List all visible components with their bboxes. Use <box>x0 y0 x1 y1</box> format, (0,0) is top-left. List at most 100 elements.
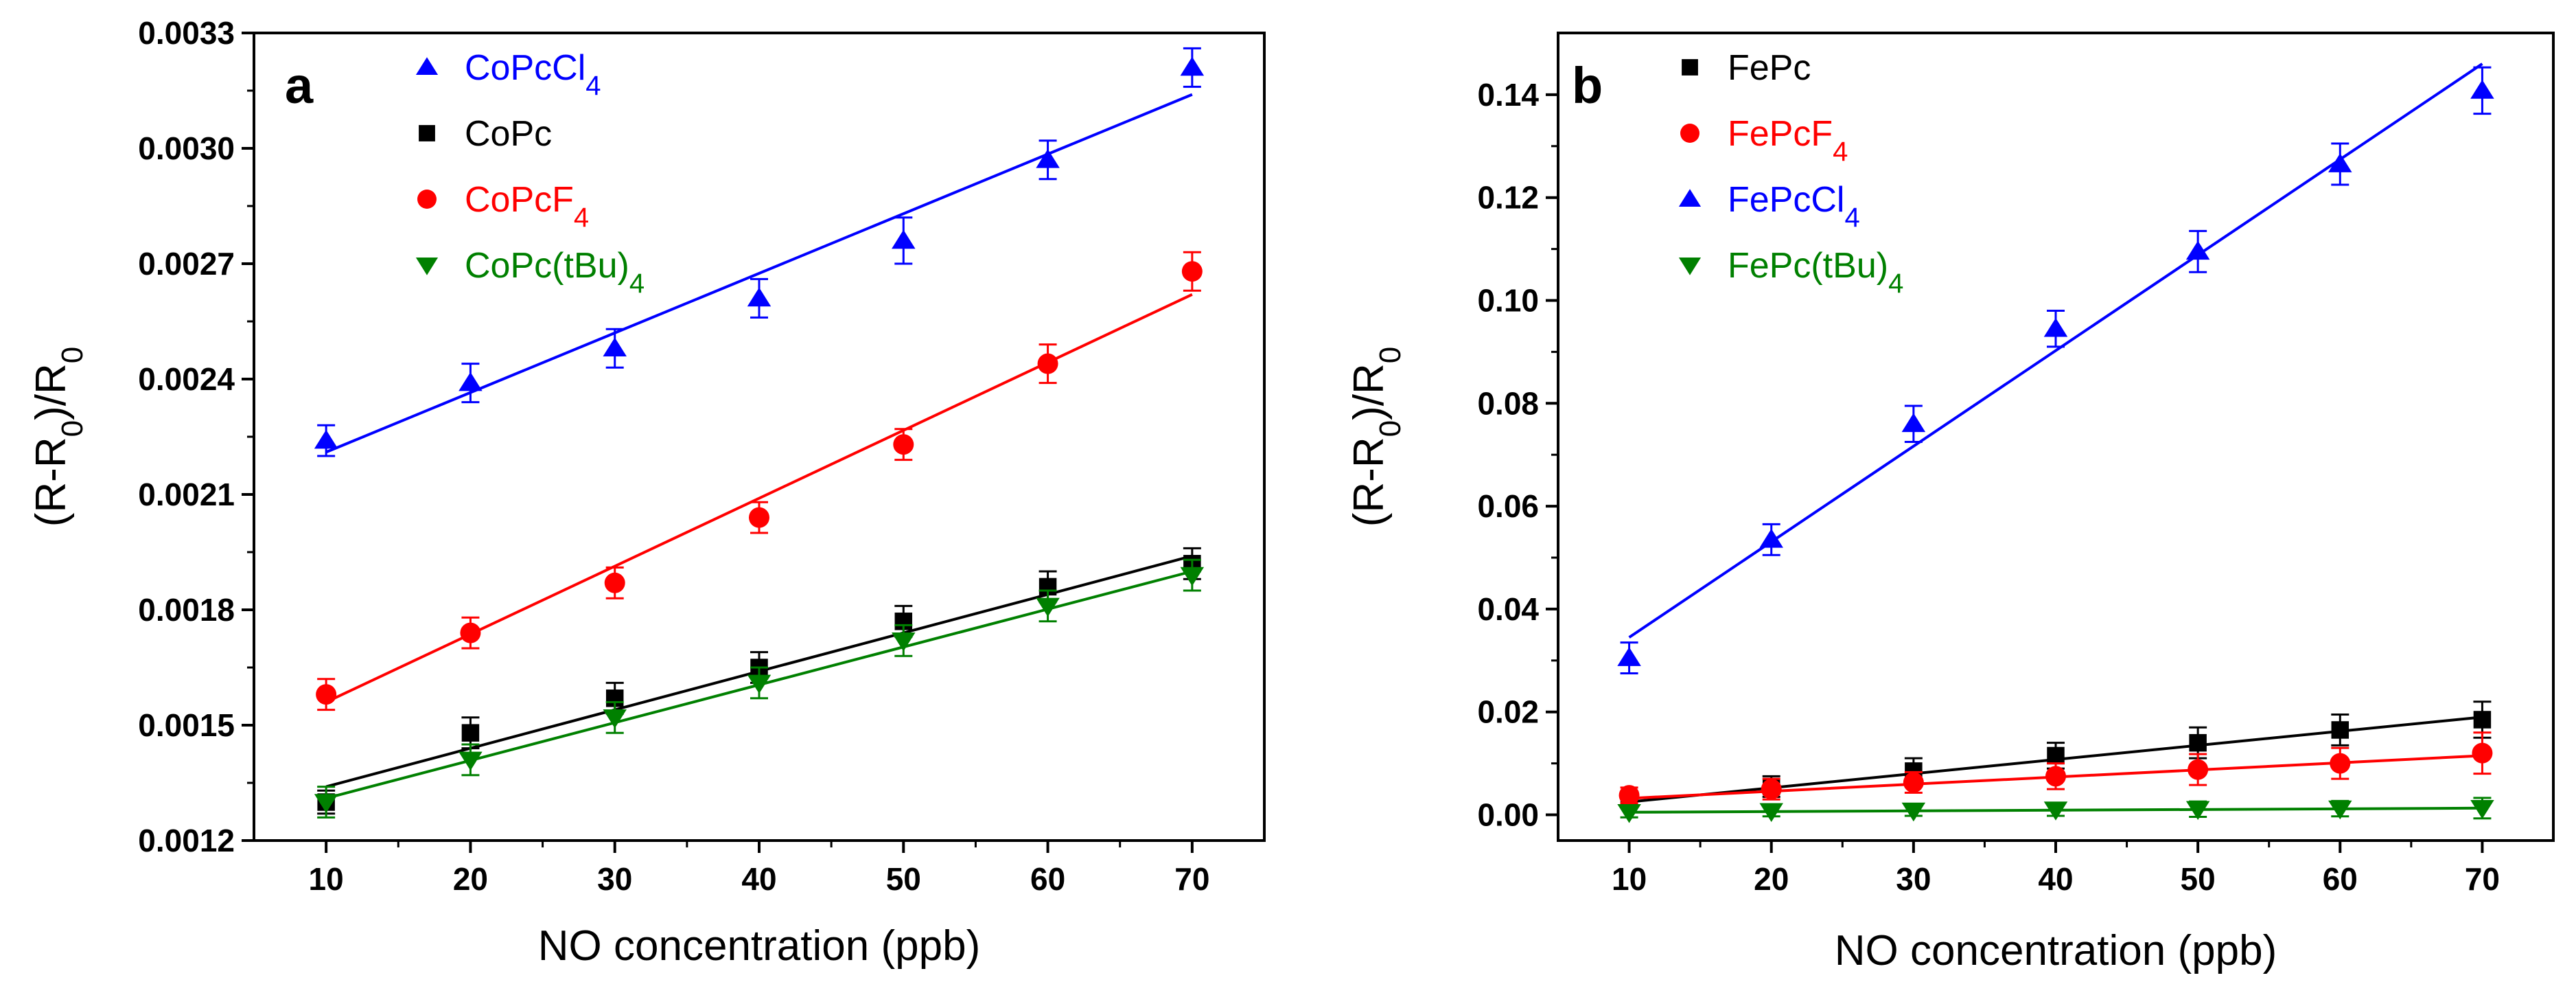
data-point <box>603 709 627 729</box>
legend-marker <box>419 125 435 141</box>
x-axis-title: NO concentration (ppb) <box>1835 927 2277 974</box>
x-tick-label: 20 <box>1754 861 1789 897</box>
y-tick-label: 0.0015 <box>138 707 235 743</box>
data-point <box>1618 785 1640 806</box>
data-point <box>892 229 916 249</box>
fit-line <box>325 93 1193 454</box>
data-point <box>749 507 769 528</box>
series-CoPcCl4 <box>314 47 1205 457</box>
panel-label: a <box>285 57 314 114</box>
data-point <box>1759 529 1783 548</box>
series-FePc(tBu)4 <box>1617 797 2494 823</box>
data-point <box>747 674 771 694</box>
x-tick-label: 10 <box>1612 861 1647 897</box>
series-FePcCl4 <box>1617 62 2494 675</box>
data-point <box>1617 647 1641 666</box>
data-point <box>747 287 771 307</box>
data-point <box>892 632 916 652</box>
y-tick-label: 0.10 <box>1477 283 1539 319</box>
legend-entry: FePc <box>1728 48 1811 88</box>
y-tick-label: 0.06 <box>1477 488 1539 524</box>
data-point <box>1901 413 1926 433</box>
legend-entry: FePc(tBu)4 <box>1728 246 1903 299</box>
data-point <box>2331 721 2349 739</box>
data-point <box>1037 353 1058 374</box>
legend-entry: FePcF4 <box>1728 114 1848 167</box>
data-point <box>1180 56 1205 76</box>
legend-entry: FePcCl4 <box>1728 180 1860 233</box>
legend-entry: CoPcCl4 <box>465 48 601 101</box>
x-tick-label: 30 <box>597 861 632 897</box>
legend-marker <box>415 57 439 76</box>
y-tick-label: 0.0027 <box>138 246 235 282</box>
x-tick-label: 40 <box>741 861 776 897</box>
data-point <box>2045 766 2066 787</box>
data-point <box>2328 153 2352 172</box>
panel-label: b <box>1572 57 1603 114</box>
legend-entry: CoPc <box>465 114 552 154</box>
x-tick-label: 40 <box>2038 861 2073 897</box>
plot-frame <box>1557 32 2555 842</box>
data-point <box>2473 711 2492 729</box>
data-point <box>1759 803 1783 823</box>
y-tick-label: 0.0018 <box>138 592 235 628</box>
data-point <box>2472 742 2493 764</box>
series-FePcF4 <box>1618 731 2493 806</box>
data-point <box>459 751 483 771</box>
data-point <box>460 622 481 643</box>
y-axis-title: (R-R0)/R0 <box>1345 347 1407 527</box>
x-tick-label: 50 <box>2181 861 2216 897</box>
data-point <box>461 724 480 742</box>
x-tick-label: 70 <box>1174 861 1209 897</box>
chart-panel-b: 10 20 30 40 50 60 70 0.00 0.02 0.04 0.06 0.08 0.10 0.… <box>1345 32 2555 974</box>
legend-marker <box>1682 59 1698 76</box>
data-point <box>603 337 627 357</box>
data-point <box>604 572 625 593</box>
data-point <box>1617 803 1641 823</box>
x-tick-label: 20 <box>453 861 488 897</box>
y-tick-label: 0.12 <box>1477 180 1539 216</box>
data-point <box>1903 772 1924 793</box>
data-point <box>2047 746 2065 765</box>
data-point <box>2189 733 2207 752</box>
data-point <box>2043 317 2068 337</box>
y-tick-label: 0.0030 <box>138 130 235 166</box>
x-tick-label: 10 <box>309 861 344 897</box>
legend-entry: CoPc(tBu)4 <box>465 246 645 299</box>
legend-entry: CoPcF4 <box>465 180 589 233</box>
x-tick-label: 60 <box>2323 861 2358 897</box>
series-CoPcF4 <box>316 251 1203 711</box>
legend-marker <box>1680 124 1699 143</box>
y-tick-label: 0.08 <box>1477 385 1539 421</box>
fit-line <box>325 293 1193 704</box>
data-point <box>1036 149 1060 168</box>
data-point <box>2330 753 2351 774</box>
data-point <box>1036 597 1060 617</box>
data-point <box>314 794 338 813</box>
data-point <box>2043 801 2068 821</box>
data-point <box>314 429 338 449</box>
legend-marker <box>1678 189 1702 207</box>
y-tick-label: 0.04 <box>1477 591 1539 627</box>
data-point <box>1181 261 1203 282</box>
x-tick-label: 50 <box>886 861 921 897</box>
legend-marker <box>417 190 437 209</box>
y-tick-label: 0.02 <box>1477 694 1539 730</box>
y-tick-label: 0.0021 <box>138 477 235 512</box>
y-tick-label: 0.00 <box>1477 797 1539 833</box>
y-axis-title: (R-R0)/R0 <box>27 347 89 527</box>
data-point <box>1180 567 1205 586</box>
data-point <box>2328 800 2352 820</box>
data-point <box>2188 759 2209 780</box>
x-axis-title: NO concentration (ppb) <box>538 922 980 970</box>
legend-marker <box>415 257 439 275</box>
y-tick-label: 0.14 <box>1477 77 1539 113</box>
data-point <box>1901 802 1926 822</box>
series-CoPc(tBu)4 <box>314 558 1205 819</box>
data-point <box>459 372 483 391</box>
y-tick-label: 0.0033 <box>138 15 235 51</box>
y-tick-label: 0.0012 <box>138 823 235 858</box>
data-point <box>2470 80 2494 99</box>
x-tick-label: 70 <box>2465 861 2500 897</box>
